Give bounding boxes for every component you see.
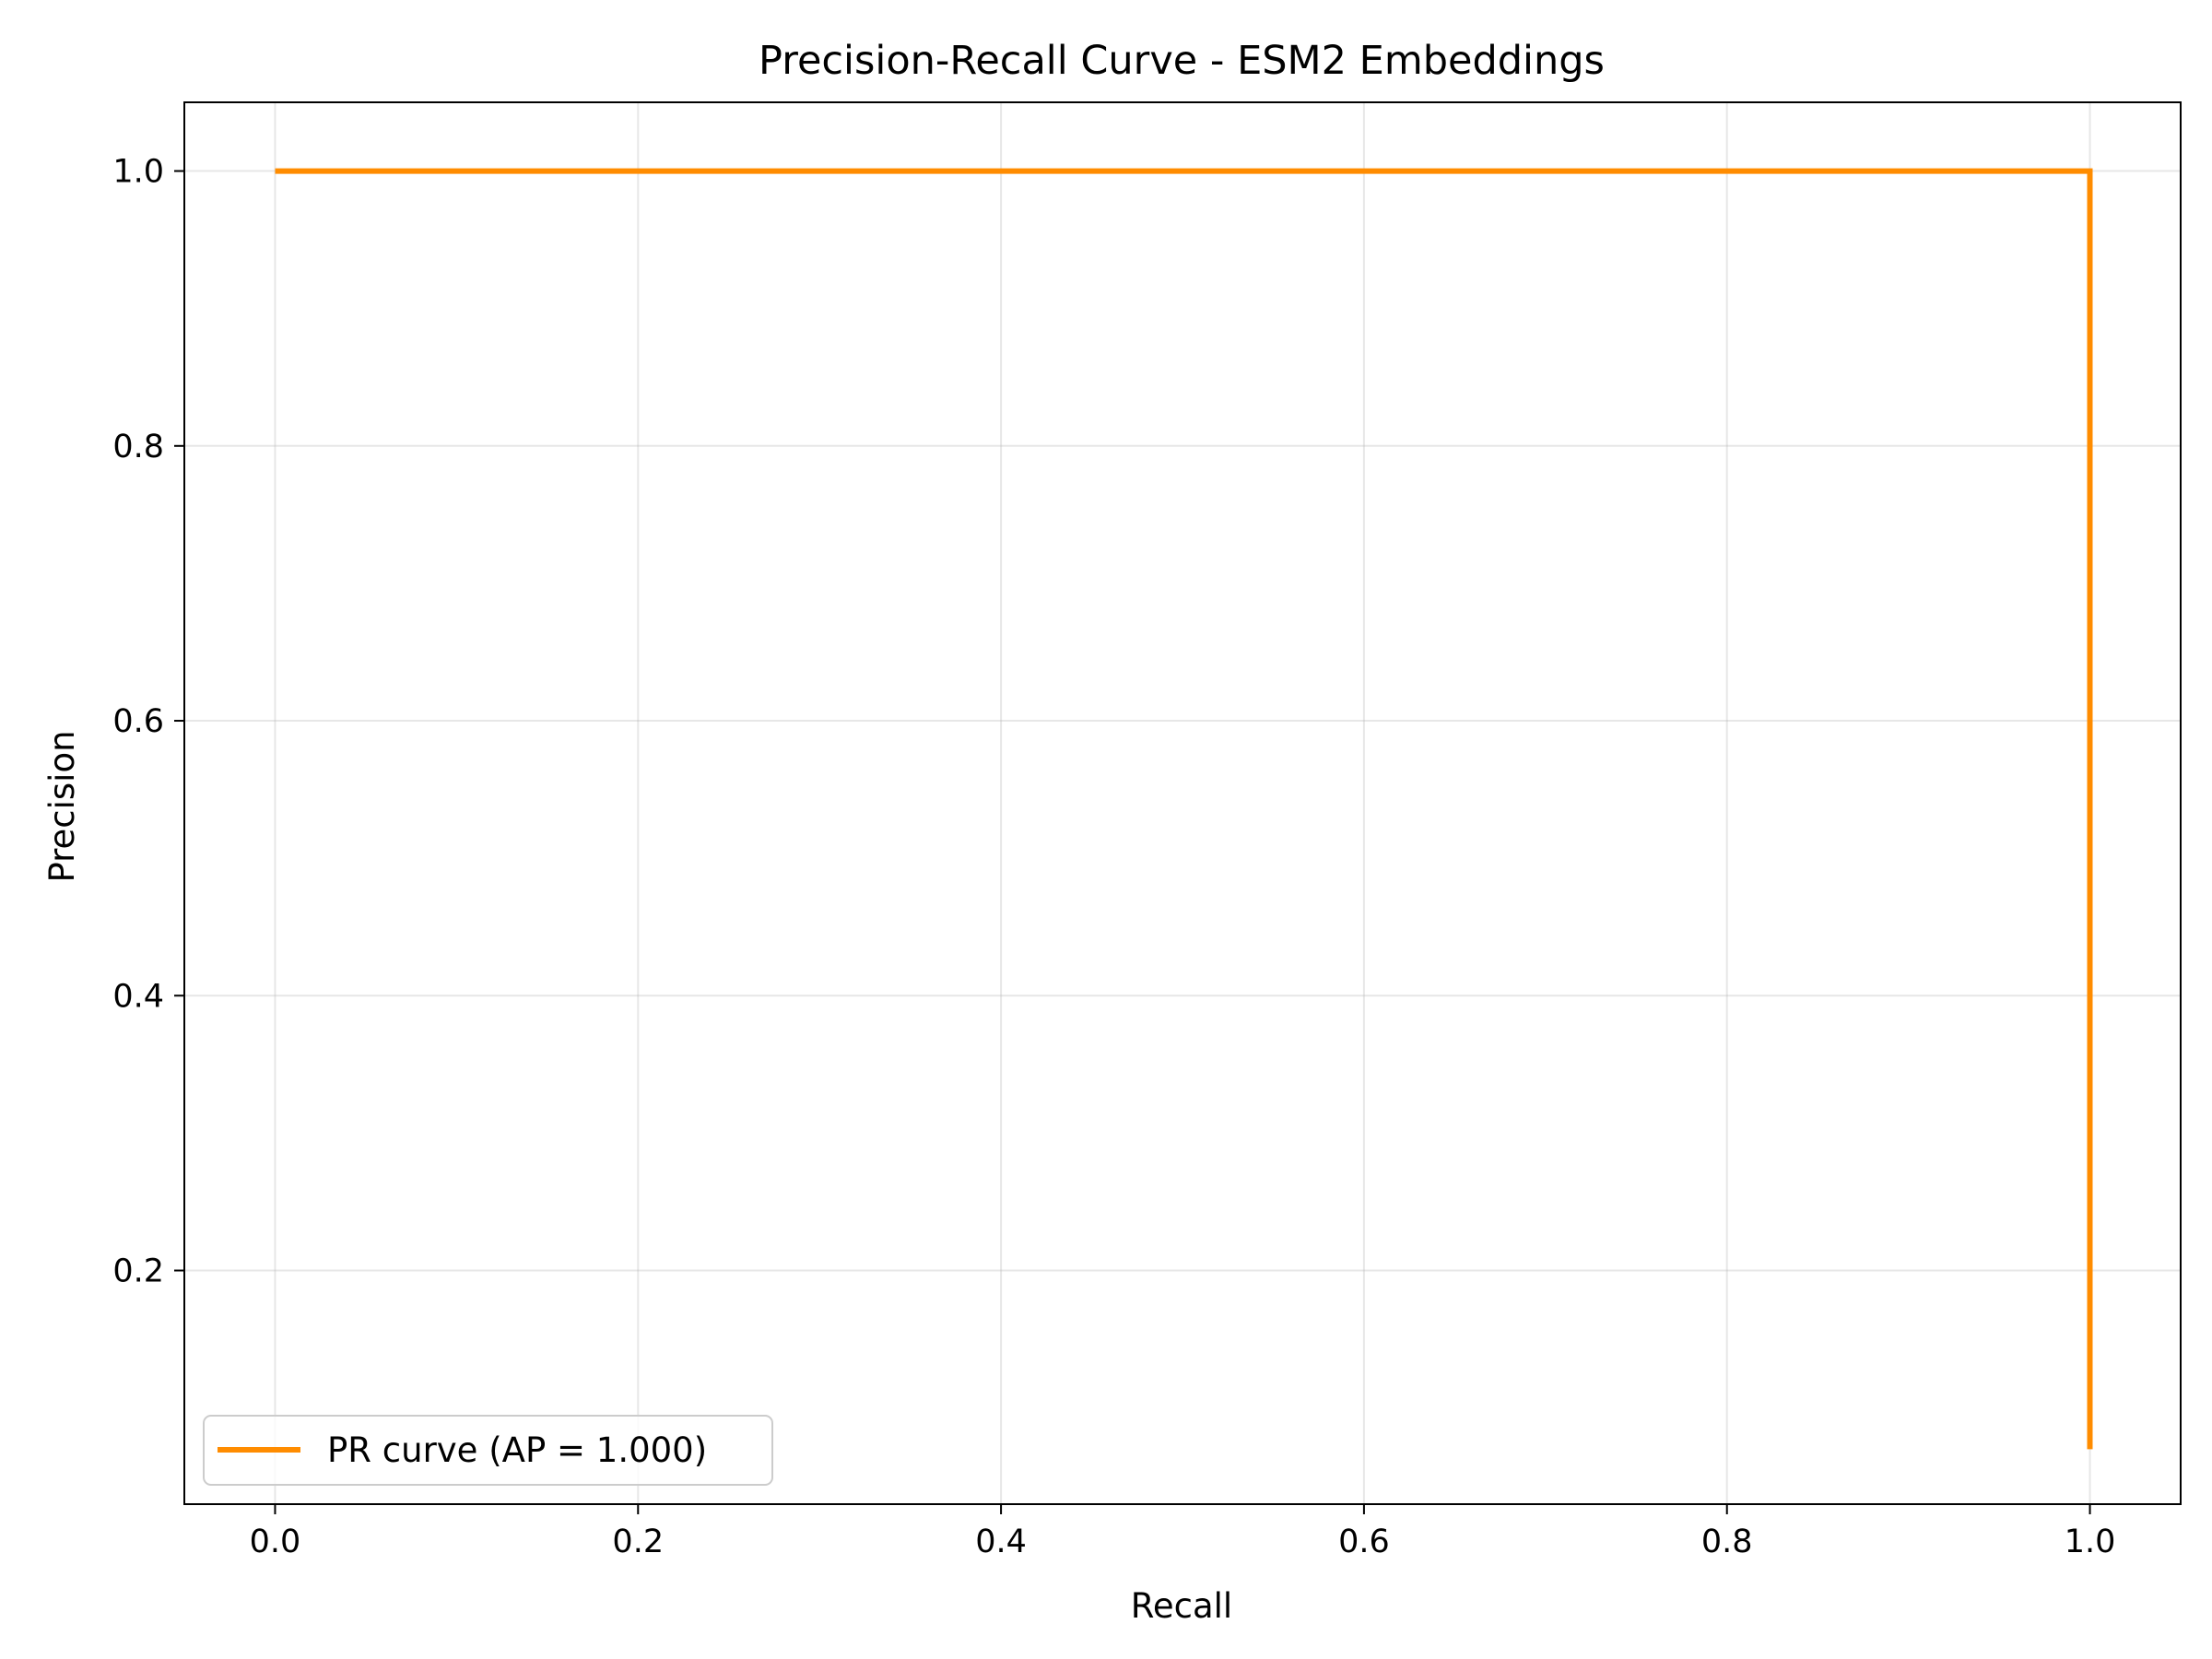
pr-curve-line bbox=[275, 168, 2093, 1450]
series-layer bbox=[275, 168, 2093, 1450]
y-axis-label: Precision bbox=[42, 730, 82, 882]
y-tick-label: 1.0 bbox=[112, 154, 164, 191]
x-tick-label: 0.6 bbox=[1338, 1524, 1390, 1560]
y-tick-label: 0.6 bbox=[112, 703, 164, 740]
y-tick-label: 0.8 bbox=[112, 429, 164, 465]
legend-box bbox=[203, 1415, 773, 1486]
x-tick-label: 0.8 bbox=[1701, 1524, 1753, 1560]
x-axis-label: Recall bbox=[1131, 1586, 1232, 1626]
legend-label: PR curve (AP = 1.000) bbox=[327, 1430, 707, 1470]
y-axis-ticks: 0.2 0.4 0.6 0.8 1.0 bbox=[112, 154, 184, 1290]
x-tick-label: 0.0 bbox=[250, 1524, 301, 1560]
chart-title: Precision-Recall Curve - ESM2 Embeddings bbox=[759, 38, 1605, 84]
y-tick-label: 0.4 bbox=[112, 978, 164, 1015]
x-tick-label: 1.0 bbox=[2065, 1524, 2116, 1560]
plot-frame bbox=[183, 101, 2182, 1505]
y-tick-label: 0.2 bbox=[112, 1253, 164, 1290]
x-tick-label: 0.2 bbox=[612, 1524, 664, 1560]
legend: PR curve (AP = 1.000) bbox=[203, 1415, 773, 1486]
x-tick-label: 0.4 bbox=[975, 1524, 1027, 1560]
x-axis-ticks: 0.0 0.2 0.4 0.6 0.8 1.0 bbox=[250, 1504, 2116, 1560]
